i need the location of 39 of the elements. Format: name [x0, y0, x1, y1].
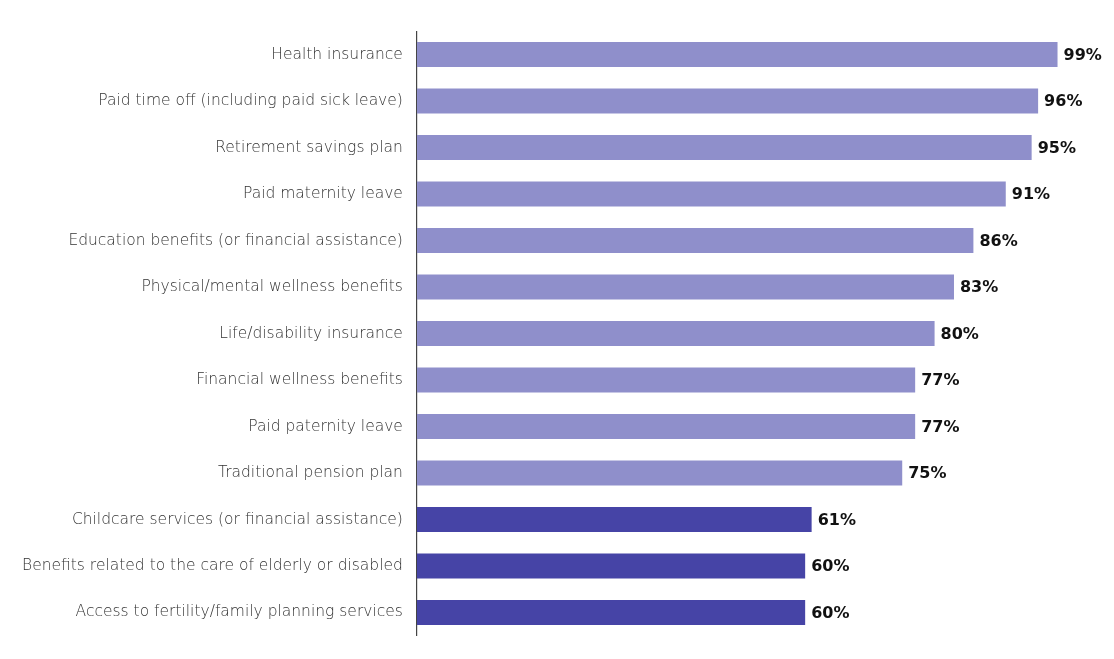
data-label: 95% [1037, 137, 1076, 157]
data-label: 60% [811, 602, 850, 622]
bar [416, 413, 916, 440]
bar [416, 227, 974, 254]
bar [416, 134, 1032, 161]
y-tick-label: Paid paternity leave [248, 416, 403, 435]
data-label: 99% [1063, 44, 1102, 64]
data-label: 61% [817, 509, 856, 529]
y-tick-label: Paid time off (including paid sick leave) [98, 91, 403, 110]
y-tick-label: Paid maternity leave [243, 184, 403, 203]
bar [416, 320, 935, 347]
data-label: 83% [959, 277, 999, 297]
data-label: 77% [921, 416, 960, 436]
data-label: 96% [1044, 91, 1083, 111]
y-tick-label: Life/disability insurance [219, 323, 403, 342]
data-label: 91% [1011, 184, 1051, 204]
y-tick-label: Health insurance [271, 44, 403, 63]
y-tick-label: Childcare services (or financial assistance) [71, 509, 403, 528]
bar [416, 274, 954, 300]
bar [416, 181, 1006, 207]
y-tick-label: Physical/mental wellness benefits [141, 277, 403, 296]
y-tick-label: Retirement savings plan [215, 137, 403, 156]
y-tick-label: Traditional pension plan [217, 463, 403, 482]
data-label: 86% [979, 230, 1018, 250]
bar [416, 367, 916, 393]
data-label: 60% [811, 556, 850, 576]
bar [416, 506, 812, 533]
y-tick-label: Education benefits (or financial assistance) [68, 230, 403, 249]
bar [416, 88, 1039, 114]
bar [416, 460, 903, 486]
y-tick-label: Benefits related to the care of elderly or disabled [21, 555, 403, 574]
data-label: 80% [940, 323, 979, 343]
data-label: 77% [921, 370, 960, 390]
y-tick-label: Access to fertility/family planning services [75, 602, 403, 621]
bar [416, 553, 806, 579]
data-label: 75% [908, 463, 947, 483]
y-tick-label: Financial wellness benefits [196, 370, 403, 389]
bar [416, 599, 806, 626]
bar [416, 41, 1058, 68]
